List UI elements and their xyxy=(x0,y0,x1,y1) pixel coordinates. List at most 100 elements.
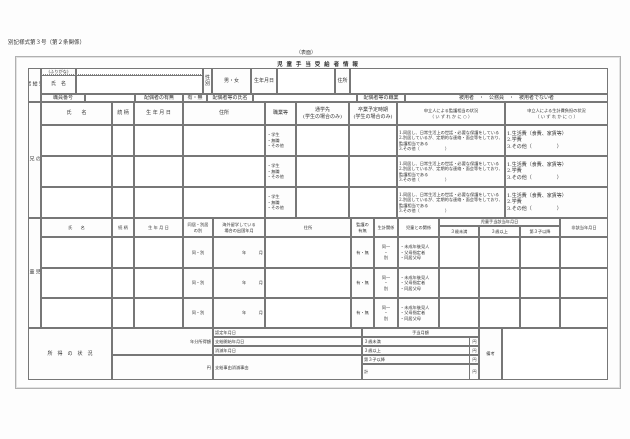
spouse-job-label: 配偶者等の職業 xyxy=(357,94,405,102)
annual-income-yen-field[interactable]: 円 xyxy=(112,355,213,380)
siblings-label: 児 童 の 兄 姉 等 xyxy=(28,102,41,218)
allowance-under3-yen: 円 xyxy=(472,338,477,344)
sibling-name-field[interactable] xyxy=(41,156,112,187)
child-dob-field[interactable] xyxy=(134,298,183,328)
child-livelihood-options[interactable]: 同一 ・ 別 xyxy=(374,298,398,328)
allowance-third-field[interactable]: 第３子以降 xyxy=(362,355,470,364)
sibling-relation-field[interactable] xyxy=(112,156,134,187)
child-relation-field[interactable] xyxy=(112,268,134,298)
child-child_relation-options[interactable]: ・未成年後見人 ・父母指定者 ・同居父母 xyxy=(398,268,439,298)
child-livelihood-options[interactable]: 同一 ・ 別 xyxy=(374,237,398,268)
child-under3-field[interactable] xyxy=(439,237,479,268)
child-over3-field[interactable] xyxy=(479,298,520,328)
sibling-relation-field[interactable] xyxy=(112,125,134,156)
dob-field[interactable] xyxy=(277,68,335,94)
child-ineligible-field[interactable] xyxy=(560,298,608,328)
child-name-field[interactable] xyxy=(41,268,112,298)
form-number: 別記様式第３号（第２条関係） xyxy=(8,40,86,46)
child-over3-field[interactable] xyxy=(479,268,520,298)
child-third-field[interactable] xyxy=(520,237,560,268)
furigana-field[interactable] xyxy=(76,68,203,75)
address-field[interactable] xyxy=(350,68,608,94)
reason-field[interactable]: 支給事由消滅事由 xyxy=(213,355,362,380)
sibling-occupation-options[interactable]: ・学生 ・無職 ・その他 xyxy=(265,125,296,156)
child-header-relation: 続 柄 xyxy=(112,218,134,237)
child-address-field[interactable] xyxy=(265,237,351,268)
sibling-livelihood-options[interactable]: 1.生活費（食費、家賃等） 2.学費 3.その他（ ） xyxy=(505,187,608,218)
child-under3-field[interactable] xyxy=(439,268,479,298)
staff-number-field[interactable] xyxy=(85,94,135,102)
child-relation-field[interactable] xyxy=(112,237,134,268)
sibling-dob-field[interactable] xyxy=(134,125,183,156)
allowance-under3-field[interactable]: ３歳未満 xyxy=(362,337,470,346)
sibling-address-field[interactable] xyxy=(183,125,265,156)
sex-options[interactable]: 男・女 xyxy=(212,68,251,94)
child-cohabit-options[interactable]: 同・別 xyxy=(183,237,213,268)
child-header-eligible: 児童手当該当年月日 xyxy=(439,218,560,226)
start-date-field[interactable]: 支給開始年月日 xyxy=(213,337,362,346)
child-dob-field[interactable] xyxy=(134,268,183,298)
sibling-dob-field[interactable] xyxy=(134,187,183,218)
sibling-name-field[interactable] xyxy=(41,187,112,218)
monthly-allowance-label: 手当月額 xyxy=(362,328,479,337)
child-custody-options[interactable]: 有・無 xyxy=(351,298,374,328)
end-date-field[interactable]: 消滅年月日 xyxy=(213,346,362,355)
sibling-name-field[interactable] xyxy=(41,125,112,156)
child-cohabit-options[interactable]: 同・別 xyxy=(183,298,213,328)
allowance-total-field[interactable]: 計 xyxy=(362,364,470,380)
child-livelihood-options[interactable]: 同一 ・ 別 xyxy=(374,268,398,298)
child-over3-field[interactable] xyxy=(479,237,520,268)
sibling-header-relation: 続 柄 xyxy=(112,102,134,125)
name-field[interactable] xyxy=(76,75,203,94)
sibling-livelihood-options[interactable]: 1.生活費（食費、家賃等） 2.学費 3.その他（ ） xyxy=(505,156,608,187)
child-relation-field[interactable] xyxy=(112,298,134,328)
sibling-custody-options[interactable]: 1.同居し、日常生活上の世話・必要な保護をしている 2.別居しているが、定期的な… xyxy=(397,187,505,218)
sibling-header-graduation: 卒業予定時期 (学生の場合のみ) xyxy=(349,102,397,125)
child-child_relation-options[interactable]: ・未成年後見人 ・父母指定者 ・同居父母 xyxy=(398,237,439,268)
child-abroad-options[interactable]: 年 月 xyxy=(213,298,265,328)
child-third-field[interactable] xyxy=(520,298,560,328)
sibling-school-field[interactable] xyxy=(296,125,349,156)
child-custody-options[interactable]: 有・無 xyxy=(351,237,374,268)
child-dob-field[interactable] xyxy=(134,237,183,268)
child-ineligible-field[interactable] xyxy=(560,268,608,298)
sibling-header-address: 住所 xyxy=(183,102,265,125)
annual-income-field[interactable]: 年分所得額 xyxy=(112,328,213,355)
sibling-occupation-options[interactable]: ・学生 ・無職 ・その他 xyxy=(265,156,296,187)
sibling-school-field[interactable] xyxy=(296,187,349,218)
remarks-field[interactable] xyxy=(502,328,608,380)
sibling-custody-options[interactable]: 1.同居し、日常生活上の世話・必要な保護をしている 2.別居しているが、定期的な… xyxy=(397,156,505,187)
child-third-field[interactable] xyxy=(520,268,560,298)
certified-date-field[interactable]: 認定年月日 xyxy=(213,328,362,337)
allowance-over3-field[interactable]: ３歳以上 xyxy=(362,346,470,355)
sibling-livelihood-options[interactable]: 1.生活費（食費、家賃等） 2.学費 3.その他（ ） xyxy=(505,125,608,156)
child-ineligible-field[interactable] xyxy=(560,237,608,268)
sibling-school-field[interactable] xyxy=(296,156,349,187)
sibling-dob-field[interactable] xyxy=(134,156,183,187)
child-under3-field[interactable] xyxy=(439,298,479,328)
child-address-field[interactable] xyxy=(265,298,351,328)
sibling-graduation-field[interactable] xyxy=(349,156,397,187)
child-name-field[interactable] xyxy=(41,298,112,328)
sibling-relation-field[interactable] xyxy=(112,187,134,218)
income-label: 所 得 の 状 況 xyxy=(28,328,112,380)
sibling-graduation-field[interactable] xyxy=(349,187,397,218)
sibling-address-field[interactable] xyxy=(183,187,265,218)
spouse-options[interactable]: 有・無 xyxy=(183,94,207,102)
child-abroad-options[interactable]: 年 月 xyxy=(213,268,265,298)
child-custody-options[interactable]: 有・無 xyxy=(351,268,374,298)
sibling-custody-options[interactable]: 1.同居し、日常生活上の世話・必要な保護をしている 2.別居しているが、定期的な… xyxy=(397,125,505,156)
child-header-over3: ３歳以上 xyxy=(479,226,520,237)
child-child_relation-options[interactable]: ・未成年後見人 ・父母指定者 ・同居父母 xyxy=(398,298,439,328)
sibling-occupation-options[interactable]: ・学生 ・無職 ・その他 xyxy=(265,187,296,218)
spouse-job-options[interactable]: 被用者 ・ 公務員 ・ 被用者でない者 xyxy=(405,94,608,102)
child-cohabit-options[interactable]: 同・別 xyxy=(183,268,213,298)
child-address-field[interactable] xyxy=(265,268,351,298)
spouse-label: 配偶者の有無 xyxy=(135,94,183,102)
spouse-name-field[interactable] xyxy=(253,94,357,102)
sibling-graduation-field[interactable] xyxy=(349,125,397,156)
sibling-address-field[interactable] xyxy=(183,156,265,187)
child-name-field[interactable] xyxy=(41,237,112,268)
child-abroad-options[interactable]: 年 月 xyxy=(213,237,265,268)
child-header-abroad: 海外留学している 場合の出国年月 xyxy=(213,218,265,237)
